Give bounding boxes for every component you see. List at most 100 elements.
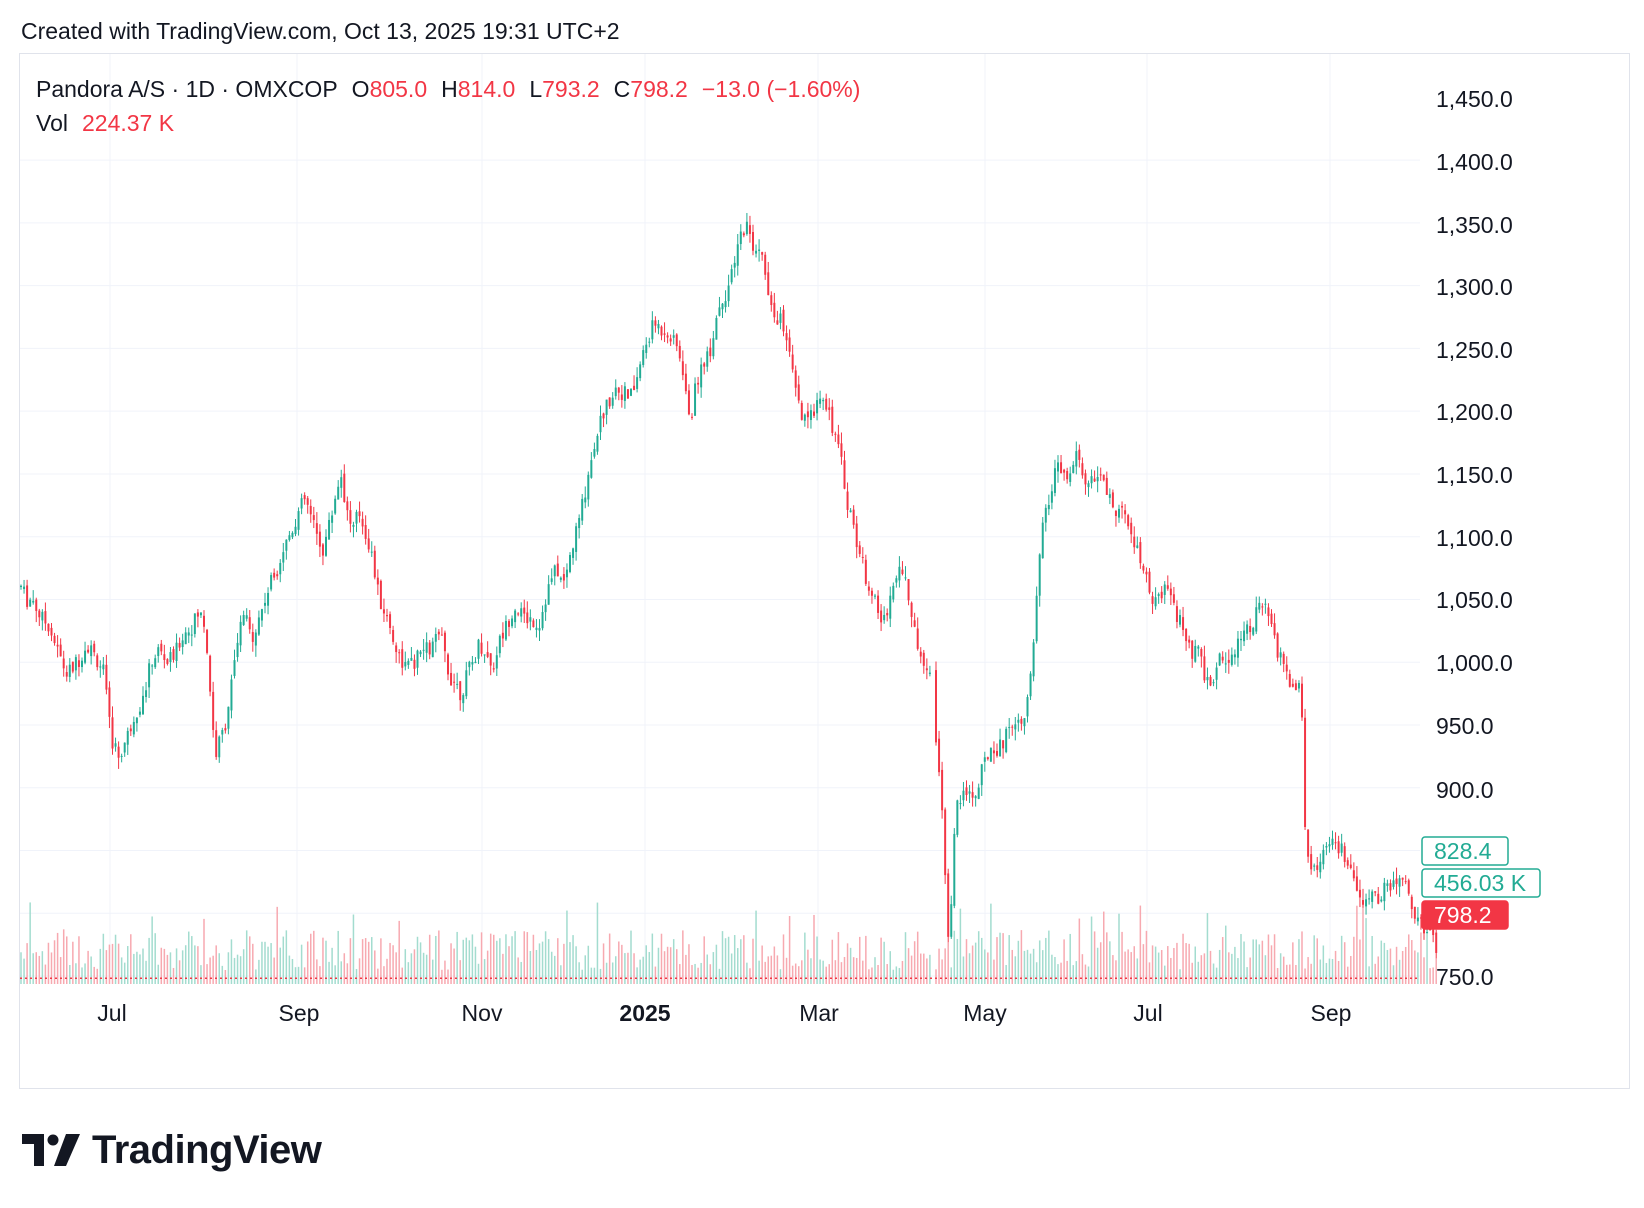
volume-bar [791,965,794,984]
volume-bar [947,942,949,984]
candle-body [321,544,324,556]
volume-bar [93,966,95,984]
candle-body [47,623,50,632]
candle-body [1355,876,1358,891]
volume-bar [727,936,730,984]
volume-bar [1081,954,1084,984]
volume-bar [20,952,22,984]
volume-bar [529,951,532,984]
volume-bar [1334,950,1337,984]
candle-body [831,406,834,433]
volume-bar [752,938,754,984]
volume-bar [895,966,898,984]
candle-body [828,407,831,410]
candle-body [1233,654,1236,658]
candle-body [196,612,199,617]
candle-body [1057,462,1059,472]
candle-body [1081,463,1084,476]
volume-bar [1255,939,1257,984]
candle-body [93,643,96,653]
candle-body [1404,881,1407,883]
volume-bar [245,930,248,984]
volume-bar [1404,946,1407,984]
candle-body [1319,861,1322,873]
volume-bar [145,960,147,984]
volume-bar [1164,965,1166,984]
volume-bar [310,933,312,984]
volume-bar [816,936,818,984]
volume-bar [197,946,199,984]
candle-body [434,634,437,642]
candle-body [367,538,370,550]
candle-body [1017,719,1020,723]
volume-bar [438,930,440,984]
candle-body [1343,846,1346,862]
time-axis-label: Mar [799,1000,839,1026]
candle-body [212,691,215,730]
volume-bar [618,941,620,984]
volume-bar [694,963,696,984]
candle-body [1136,545,1139,548]
volume-bar [181,950,184,984]
candle-body [370,551,373,553]
volume-bar [1328,958,1331,984]
candle-body [678,345,681,359]
candle-body [874,595,876,597]
candle-body [26,585,29,607]
time-axis-label: Jul [97,1000,126,1026]
candle-body [1340,843,1343,853]
volume-bar [1411,940,1413,984]
candle-body [602,413,605,419]
candle-body [1230,654,1233,665]
volume-bar [139,954,141,984]
volume-bar [1237,958,1239,984]
candle-body [376,577,379,585]
volume-bar [1331,958,1334,984]
volume-bar [483,959,486,984]
candle-body [605,399,608,415]
candle-body [184,632,187,645]
volume-bar [877,965,879,984]
candle-body [236,642,239,658]
volume-bar [151,916,153,984]
volume-bar [349,938,352,984]
price-axis-label: 1,450.0 [1436,86,1513,112]
volume-bar [1350,955,1352,984]
candle-body [1346,860,1349,866]
candle-body [1429,929,1432,931]
volume-bar [819,959,821,984]
volume-bar [913,941,916,984]
volume-bar [1032,948,1035,984]
volume-bar [465,937,468,984]
price-axis-label: 900.0 [1436,777,1494,803]
volume-bar [1151,945,1154,984]
volume-bar [279,947,281,984]
volume-bar [1017,940,1020,984]
candle-body [190,634,193,636]
candle-body [697,382,700,385]
candle-body [980,764,983,786]
volume-bar [401,967,403,984]
candle-body [431,641,434,658]
legend-symbol[interactable]: Pandora A/S · 1D · OMXCOP [36,76,338,102]
candle-body [569,555,571,572]
volume-bar [700,962,702,984]
volume-bar [904,932,907,984]
candle-body [105,664,108,690]
candle-body [44,611,47,624]
volume-bar [447,969,449,984]
volume-bar [84,963,86,984]
volume-bar [599,968,602,984]
volume-bar [175,948,178,984]
volume-bar [358,958,361,984]
volume-bar [53,940,56,984]
candle-body [148,663,151,688]
tradingview-brand[interactable]: TradingView [22,1128,322,1172]
volume-bar [306,941,309,984]
volume-bar [1203,953,1206,984]
candle-body [337,486,340,500]
candle-body [447,654,449,675]
candle-body [1151,596,1154,604]
volume-bar [154,933,156,984]
